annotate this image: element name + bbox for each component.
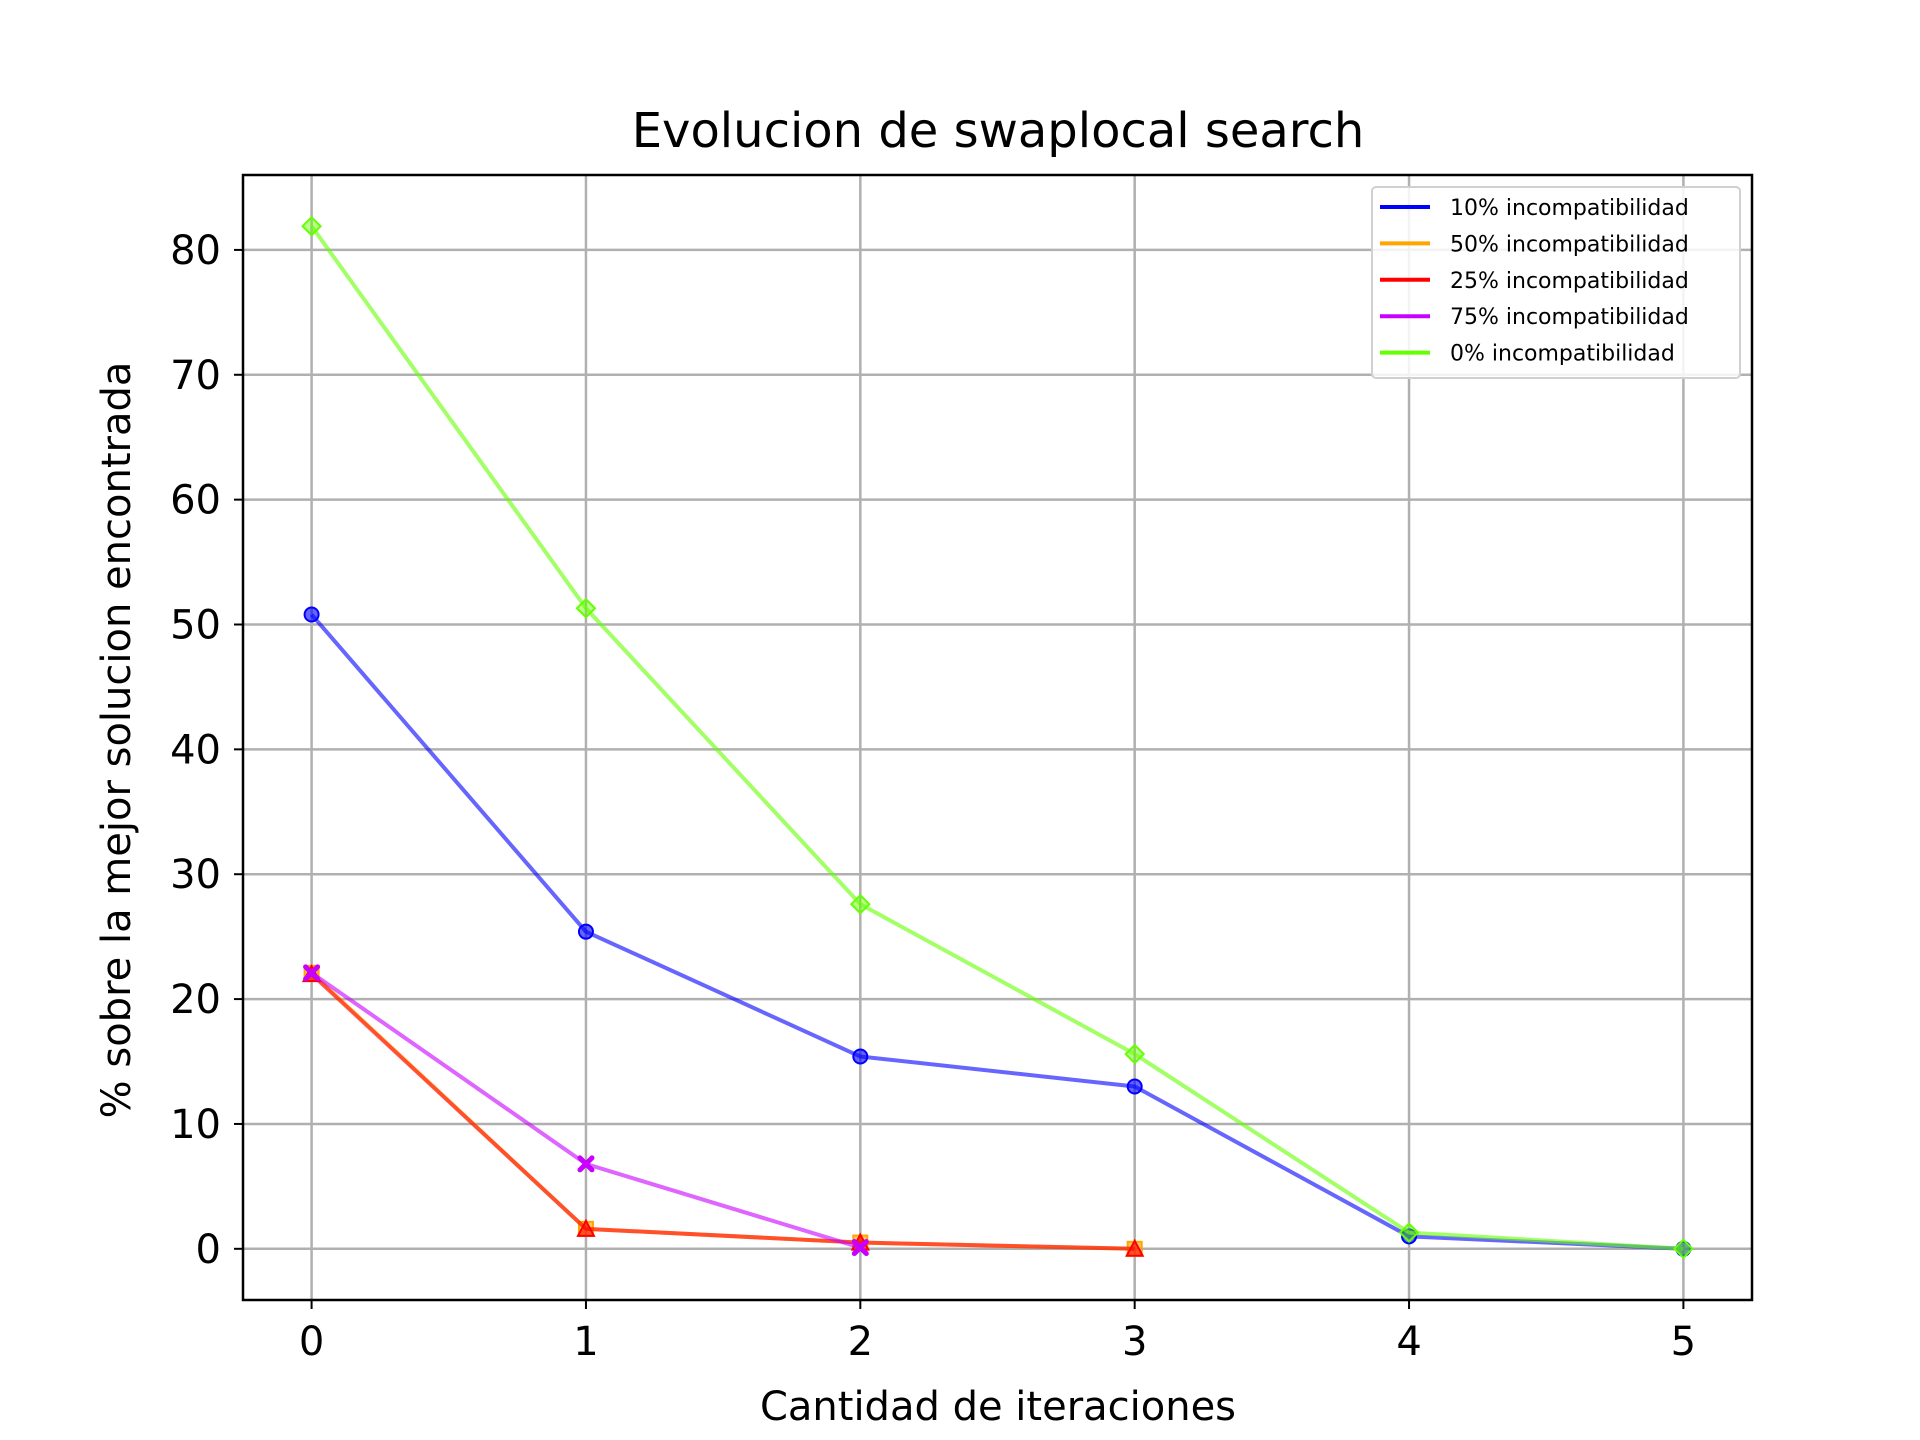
series — [301, 215, 1694, 1260]
data-point-circle — [577, 923, 594, 940]
legend: 10% incompatibilidad 50% incompatibilidad… — [1371, 186, 1741, 379]
y-tick-label: 80 — [170, 228, 221, 274]
data-point-circle — [1126, 1078, 1143, 1095]
series-line — [310, 972, 1135, 1251]
y-tick-label: 10 — [170, 1102, 221, 1148]
y-tick-label: 40 — [170, 727, 221, 773]
x-tick-label: 2 — [848, 1319, 873, 1365]
legend-entry: 75% incompatibilidad — [1380, 305, 1689, 330]
legend-entry: 0% incompatibilidad — [1380, 342, 1675, 367]
legend-label: 0% incompatibilidad — [1450, 342, 1675, 367]
legend-entry: 10% incompatibilidad — [1380, 196, 1689, 221]
legend-entry: 25% incompatibilidad — [1380, 269, 1689, 294]
grid — [243, 175, 1752, 1300]
legend-label: 75% incompatibilidad — [1450, 305, 1689, 330]
legend-entry: 50% incompatibilidad — [1380, 232, 1689, 257]
x-tick-label: 1 — [573, 1319, 598, 1365]
legend-label: 25% incompatibilidad — [1450, 269, 1689, 294]
y-tick-label: 20 — [170, 977, 221, 1023]
y-tick-label: 0 — [196, 1227, 221, 1273]
data-point-diamond — [1672, 1238, 1694, 1260]
data-point-triangle — [576, 1218, 596, 1237]
x-tick-label: 5 — [1671, 1319, 1696, 1365]
data-point-diamond — [301, 215, 323, 237]
y-tick-label: 50 — [170, 603, 221, 649]
plot-frame — [241, 173, 1754, 1302]
data-point-x — [851, 1239, 869, 1257]
data-point-diamond — [1398, 1222, 1420, 1243]
data-point-triangle — [1125, 1238, 1145, 1257]
data-point-x — [577, 1155, 595, 1173]
legend-label: 50% incompatibilidad — [1450, 232, 1689, 257]
series-line — [309, 225, 1684, 1251]
series — [303, 964, 869, 1257]
series-line — [310, 613, 1684, 1251]
series — [303, 606, 1692, 1257]
data-point-diamond — [1124, 1043, 1146, 1065]
x-tick-label: 4 — [1396, 1319, 1421, 1365]
y-tick-label: 70 — [170, 353, 221, 399]
y-tick-label: 60 — [170, 478, 221, 524]
x-axis-label: Cantidad de iteraciones — [760, 1384, 1236, 1430]
data-point-circle — [303, 606, 320, 623]
legend-label: 10% incompatibilidad — [1450, 196, 1689, 221]
x-tick-label: 0 — [299, 1319, 324, 1365]
data-point-diamond — [575, 597, 597, 619]
y-axis-label: % sobre la mejor solucion encontrada — [94, 362, 140, 1119]
series-layer — [301, 215, 1694, 1260]
data-point-circle — [852, 1048, 869, 1065]
data-point-x — [303, 964, 321, 982]
y-tick-label: 30 — [170, 852, 221, 898]
data-point-diamond — [849, 893, 871, 915]
x-tick-label: 3 — [1122, 1319, 1147, 1365]
chart-title: Evolucion de swaplocal search — [632, 103, 1365, 159]
legend-frame — [1371, 186, 1741, 379]
